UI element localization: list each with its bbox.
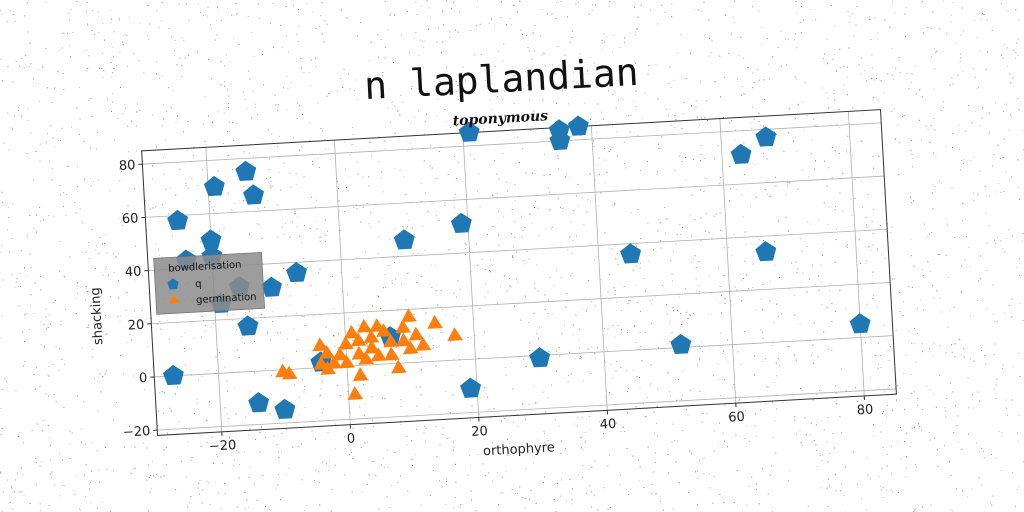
x-tick-label: 60 [728,410,745,426]
scatter-point-q [670,333,692,355]
legend: bowdlerisation q germination [153,251,266,315]
scatter-point-germination [319,344,336,359]
scatter-point-q [730,143,752,164]
axis-ticks: −20 0 20 40 60 80 −20 0 20 40 60 80 [119,158,874,455]
legend-label: germination [196,292,257,306]
scatter-point-q [248,392,270,413]
plot-axes: −20 0 20 40 60 80 −20 0 20 40 60 80 toponymous orth… [88,108,897,459]
y-axis-label: shacking [88,287,106,346]
scatter-point-germination [396,332,412,347]
scatter-point-q [460,377,482,398]
scatter-point-germination [312,337,329,352]
scatter-point-germination [326,355,343,370]
y-tick-label: 20 [127,318,144,334]
x-axis-label: orthophyre [483,440,556,459]
scatter-point-q [203,175,225,197]
legend-marker-germination [169,294,180,304]
scatter-point-germination [338,335,354,350]
scatter-point-q [167,209,189,231]
legend-items: q germination [167,278,257,306]
scatter-point-germination [371,347,387,362]
y-tick-label: 80 [119,158,136,174]
scatter-point-q [849,313,871,334]
scatter-point-q [450,212,472,234]
scatter-point-germination [339,354,355,369]
x-tick-label: −20 [208,438,236,455]
scatter-point-q [200,229,222,250]
scatter-point-germination [383,333,399,348]
scatter-point-q [529,347,551,368]
scatter-point-germination [415,336,432,351]
scatter-point-germination [344,324,360,339]
x-tick-label: 80 [856,402,873,418]
scatter-point-q [261,276,282,297]
scatter-point-germination [347,386,364,400]
x-tick-label: 40 [599,417,616,433]
legend-box [153,251,266,315]
x-tick-label: 20 [471,424,488,440]
scatter-point-germination [350,332,367,347]
scatter-point-germination [356,318,373,333]
plot-frame [141,109,897,436]
scatter-point-germination [403,340,419,355]
chart-suptitle: n laplandian [363,50,639,108]
scatter-point-germination [358,350,374,365]
legend-label: q [195,279,202,290]
scatter-point-q [755,126,777,147]
y-tick-label: 0 [139,371,148,386]
scatter-point-germination [376,323,392,337]
scatter-point-germination [447,327,463,342]
legend-marker-q [167,278,179,290]
scatter-point-germination [395,319,411,334]
axes-title: toponymous [452,108,548,129]
scatter-markers [162,115,871,419]
scatter-point-germination [281,365,298,380]
y-tick-label: 40 [124,264,141,280]
scatter-point-germination [364,339,380,354]
scatter-point-germination [352,367,369,382]
scatter-point-q [458,121,480,142]
scatter-point-germination [384,346,400,361]
scatter-point-q [567,115,589,136]
scatter-point-germination [401,308,417,323]
scatter-point-germination [427,314,443,329]
scatter-point-q [235,160,257,181]
x-tick-label: 0 [347,431,356,446]
scatter-point-germination [332,346,349,361]
y-tick-label: 60 [121,211,138,227]
scatter-point-germination [363,329,380,344]
y-tick-label: −20 [123,424,151,441]
scatter-point-germination [391,359,407,374]
scatter-point-q [162,364,184,386]
scatter-point-q [393,229,415,250]
scatter-point-q [549,129,571,151]
scatter-point-q [243,184,264,205]
scatter-point-q [620,243,642,264]
scatter-point-germination [408,326,425,341]
legend-title: bowdlerisation [168,260,242,275]
scatter-point-q [274,398,296,419]
scatter-point-q [755,241,777,262]
scatter-point-q [237,315,259,336]
scatter-point-q [286,261,307,283]
